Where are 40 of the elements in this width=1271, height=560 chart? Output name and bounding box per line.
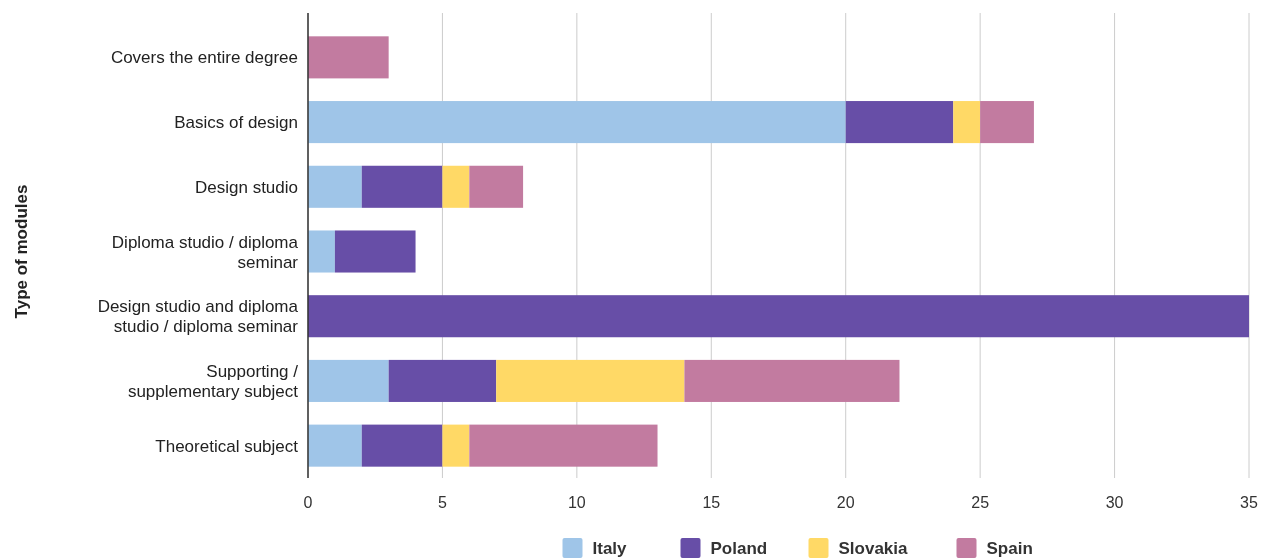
bar	[442, 165, 470, 208]
bar	[308, 36, 389, 79]
legend-label: Slovakia	[838, 538, 909, 558]
y-tick-label: Theoretical subject	[155, 436, 299, 456]
bar	[308, 295, 1249, 338]
legend-label: Italy	[592, 538, 628, 558]
x-tick-label: 15	[702, 494, 721, 511]
bar	[980, 101, 1034, 144]
x-tick-label: 30	[1105, 494, 1124, 511]
x-tick-label: 0	[303, 494, 313, 511]
y-axis-title: Type of modules	[12, 184, 31, 319]
y-tick-label: Diploma studio / diploma seminar	[111, 232, 299, 271]
bar	[953, 101, 981, 144]
y-tick-label: Covers the entire degree	[110, 47, 298, 67]
bar	[308, 165, 362, 208]
x-tick-label: 35	[1240, 494, 1258, 511]
x-tick-label: 25	[971, 494, 990, 511]
y-tick-label: Design studio	[194, 177, 298, 197]
bar	[308, 101, 846, 144]
bar	[308, 424, 362, 467]
y-tick-label: Design studio and diploma studio / diploma seminar	[97, 296, 299, 336]
bar	[469, 424, 658, 467]
bar	[684, 359, 900, 402]
bar	[469, 165, 524, 208]
bar	[334, 230, 416, 273]
y-tick-label: Supporting / supplementary subject	[127, 361, 299, 401]
x-tick-label: 10	[567, 494, 586, 511]
y-tick-label: Basics of design	[174, 112, 298, 132]
bar	[308, 359, 389, 402]
bar	[496, 359, 685, 402]
bar	[388, 359, 497, 402]
x-tick-label: 5	[437, 494, 447, 511]
bar	[361, 165, 443, 208]
bar	[361, 424, 443, 467]
legend-label: Poland	[710, 538, 768, 558]
legend-label: Spain	[986, 538, 1033, 558]
x-tick-label: 20	[836, 494, 855, 511]
bar	[845, 101, 954, 144]
bar	[442, 424, 470, 467]
bar	[308, 230, 335, 273]
